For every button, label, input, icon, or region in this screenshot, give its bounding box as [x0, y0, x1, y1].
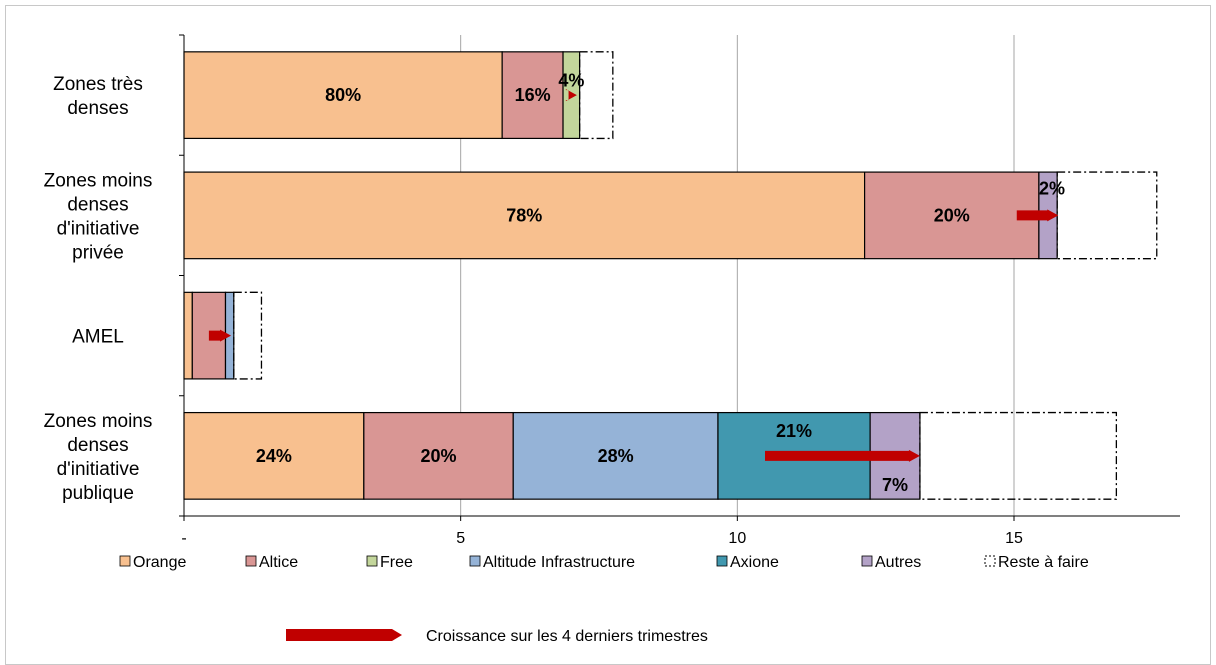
category-label-line: denses [67, 194, 128, 215]
category-label: AMEL [72, 327, 124, 348]
data-label: 2% [1039, 179, 1065, 199]
growth-arrow [565, 89, 577, 102]
bars: 80% 16% 4% 78% 20% 2% 24% 20% 28% 21% 7% [183, 51, 1158, 500]
category-label-line: AMEL [72, 327, 124, 348]
growth-legend-arrow [286, 629, 402, 641]
legend-swatch-altitude-infrastructure [469, 555, 481, 567]
legend-label-autres: Autres [875, 554, 921, 571]
legend-label-orange: Orange [133, 554, 186, 571]
bar-altice [501, 51, 564, 140]
bar-altice [363, 411, 514, 500]
legend-label-free: Free [380, 554, 413, 571]
x-tick-label: 10 [728, 530, 746, 547]
data-label: 16% [515, 85, 551, 105]
category-label-line: d'initiative [57, 218, 140, 239]
legend: Orange Altice Free Altitude Infrastructure A… [119, 554, 1089, 571]
legend-swatch-reste-faire [984, 555, 996, 567]
category-label-line: denses [67, 98, 128, 119]
category-label-line: Zones moins [44, 411, 153, 432]
bar-reste-faire [233, 291, 263, 380]
legend-label-altitude-infrastructure: Altitude Infrastructure [483, 554, 635, 571]
category-label-line: Zones moins [44, 170, 153, 191]
growth-arrow [1016, 209, 1059, 222]
growth-arrows [208, 89, 1059, 462]
bar-reste-faire [1056, 171, 1158, 260]
x-tick-label: - [181, 530, 186, 547]
data-label: 20% [421, 446, 457, 466]
x-tick-label: 5 [456, 530, 465, 547]
data-label: 80% [325, 85, 361, 105]
data-label: 20% [934, 205, 970, 225]
legend-label-altice: Altice [259, 554, 298, 571]
data-label: 4% [558, 70, 584, 90]
growth-legend-label: Croissance sur les 4 derniers trimestres [426, 628, 708, 645]
category-label-line: d'initiative [57, 459, 140, 480]
legend-label-axione: Axione [730, 554, 779, 571]
bar-orange [183, 291, 193, 380]
legend-swatch-autres [861, 555, 873, 567]
growth-legend: Croissance sur les 4 derniers trimestres [286, 628, 708, 645]
bar-orange [183, 411, 365, 500]
bar-reste-faire [919, 411, 1118, 500]
data-label: 28% [598, 446, 634, 466]
data-label: 24% [256, 446, 292, 466]
growth-arrow [765, 449, 920, 462]
data-label: 21% [776, 421, 812, 441]
category-label: Zones moins denses d'initiative publique [44, 411, 153, 504]
category-label-line: privée [72, 242, 124, 263]
x-tick-label: 15 [1005, 530, 1023, 547]
category-label-line: Zones très [53, 74, 143, 95]
bar-orange [183, 51, 503, 140]
axes: - 5 10 15 Zones très denses Zones moins denses d… [44, 34, 1180, 547]
legend-swatch-axione [716, 555, 728, 567]
legend-label-reste-faire: Reste à faire [998, 554, 1089, 571]
category-label-line: denses [67, 435, 128, 456]
data-label: 7% [882, 475, 908, 495]
growth-arrow [208, 329, 232, 342]
bar-altitude-infrastructure [512, 411, 719, 500]
bar-altice [863, 171, 1040, 260]
data-label: 78% [506, 205, 542, 225]
legend-swatch-orange [119, 555, 131, 567]
bar-orange [183, 171, 866, 260]
category-label: Zones très denses [53, 74, 143, 119]
category-label-line: publique [62, 483, 134, 504]
category-label: Zones moins denses d'initiative privée [44, 170, 153, 263]
legend-swatch-free [366, 555, 378, 567]
bar-reste-faire [578, 51, 614, 140]
legend-swatch-altice [245, 555, 257, 567]
